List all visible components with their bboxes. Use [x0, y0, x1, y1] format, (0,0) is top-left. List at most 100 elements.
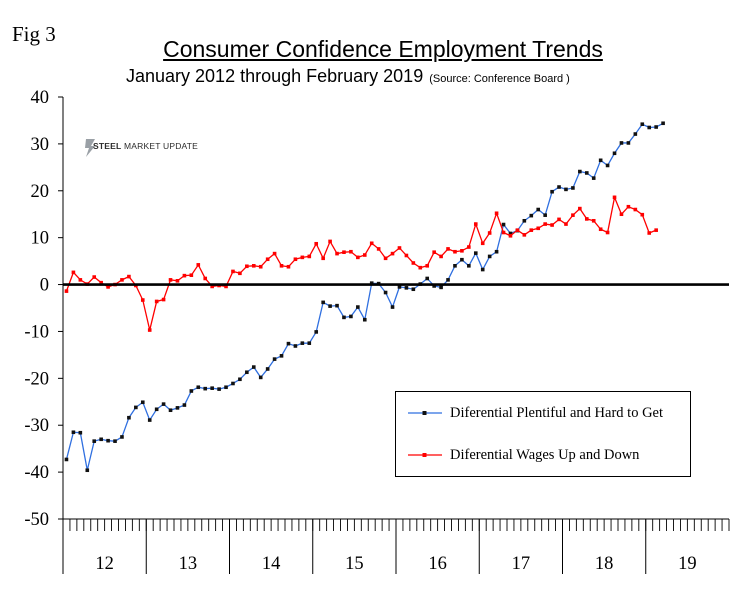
data-point-wages	[293, 257, 298, 262]
data-point-plentiful	[182, 403, 187, 407]
data-point-wages	[175, 279, 180, 283]
data-point-plentiful	[279, 354, 284, 358]
data-point-wages	[376, 247, 381, 251]
data-point-plentiful	[661, 121, 665, 126]
data-point-wages	[591, 218, 596, 223]
data-point-plentiful	[328, 304, 332, 308]
data-point-plentiful	[501, 222, 506, 227]
data-point-plentiful	[245, 370, 249, 375]
data-point-plentiful	[473, 251, 478, 255]
data-point-plentiful	[321, 300, 325, 305]
data-point-plentiful	[71, 430, 76, 435]
data-point-wages	[467, 245, 471, 249]
legend-item-wages: Diferential Wages Up and Down	[406, 445, 639, 465]
data-point-plentiful	[571, 186, 575, 190]
data-point-wages	[300, 255, 305, 260]
data-point-plentiful	[432, 284, 436, 288]
y-tick-label: 0	[40, 276, 49, 296]
data-point-wages	[106, 285, 110, 289]
data-point-wages	[612, 195, 617, 200]
source-note: (Source: Conference Board )	[429, 73, 570, 85]
data-point-wages	[147, 328, 152, 332]
data-point-wages	[439, 254, 443, 259]
data-point-plentiful	[460, 257, 464, 262]
data-point-plentiful	[557, 185, 561, 189]
data-point-wages	[536, 226, 541, 231]
data-point-wages	[626, 204, 631, 209]
data-point-plentiful	[584, 171, 589, 175]
data-point-wages	[508, 233, 513, 238]
y-tick-label: 10	[31, 229, 50, 249]
data-point-wages	[640, 212, 645, 217]
data-point-wages	[272, 251, 277, 256]
data-point-plentiful	[92, 439, 97, 443]
data-point-wages	[397, 246, 402, 250]
data-point-wages	[487, 231, 492, 235]
x-year-label: 14	[262, 554, 281, 574]
chart-legend: Diferential Plentiful and Hard to Get Di…	[395, 391, 691, 477]
data-point-wages	[182, 273, 187, 278]
legend-label-plentiful: Diferential Plentiful and Hard to Get	[450, 404, 664, 421]
logo-text: STEEL MARKET UPDATE	[93, 141, 199, 151]
x-year-label: 12	[95, 554, 114, 574]
data-point-plentiful	[564, 187, 568, 192]
data-point-plentiful	[258, 375, 263, 380]
data-point-wages	[480, 241, 485, 246]
steel-market-update-logo: STEEL MARKET UPDATE	[83, 137, 205, 159]
subtitle-text: January 2012 through February 2019	[126, 66, 424, 86]
data-point-plentiful	[578, 169, 582, 174]
data-point-wages	[154, 299, 159, 304]
y-tick-label: -10	[24, 322, 49, 342]
data-point-plentiful	[446, 278, 450, 282]
data-point-plentiful	[654, 125, 658, 129]
data-point-wages	[460, 249, 464, 253]
data-point-plentiful	[467, 264, 471, 268]
data-point-wages	[314, 241, 319, 246]
data-point-plentiful	[203, 386, 208, 391]
data-point-wages	[383, 256, 388, 261]
data-point-plentiful	[120, 435, 124, 439]
data-point-wages	[140, 298, 145, 302]
data-point-plentiful	[383, 290, 388, 295]
data-point-plentiful	[598, 158, 603, 163]
data-point-plentiful	[647, 125, 652, 130]
data-point-plentiful	[251, 365, 256, 369]
data-point-wages	[501, 230, 506, 235]
data-point-wages	[578, 206, 582, 211]
data-point-plentiful	[307, 341, 312, 345]
data-point-plentiful	[168, 408, 173, 413]
x-year-label: 18	[595, 554, 614, 574]
data-point-plentiful	[536, 207, 541, 212]
data-point-wages	[161, 297, 166, 302]
y-tick-label: 30	[31, 135, 50, 155]
data-point-wages	[328, 239, 332, 244]
figure-label: Fig 3	[12, 22, 56, 46]
data-point-wages	[231, 269, 235, 274]
data-point-plentiful	[286, 341, 291, 346]
chart-subtitle: January 2012 through February 2019 (Sourc…	[126, 66, 570, 87]
data-point-wages	[356, 255, 360, 260]
data-point-wages	[418, 265, 423, 270]
data-point-plentiful	[210, 386, 214, 390]
data-point-plentiful	[175, 406, 180, 410]
data-point-plentiful	[543, 213, 547, 217]
x-year-label: 16	[428, 554, 447, 574]
data-point-plentiful	[633, 132, 638, 136]
data-point-plentiful	[335, 303, 339, 308]
data-point-wages	[494, 211, 499, 216]
data-point-plentiful	[154, 407, 159, 412]
data-point-wages	[258, 264, 263, 269]
data-point-plentiful	[231, 381, 235, 386]
y-tick-label: 40	[31, 88, 50, 108]
data-point-wages	[529, 228, 534, 232]
x-year-label: 15	[345, 554, 364, 574]
data-point-plentiful	[265, 367, 270, 371]
y-tick-label: -30	[24, 416, 49, 436]
data-point-plentiful	[487, 254, 492, 259]
y-tick-label: -50	[24, 510, 49, 530]
data-point-wages	[203, 276, 208, 281]
data-point-plentiful	[356, 305, 360, 309]
data-point-plentiful	[605, 163, 610, 168]
data-point-plentiful	[314, 330, 319, 334]
data-point-wages	[654, 228, 658, 232]
